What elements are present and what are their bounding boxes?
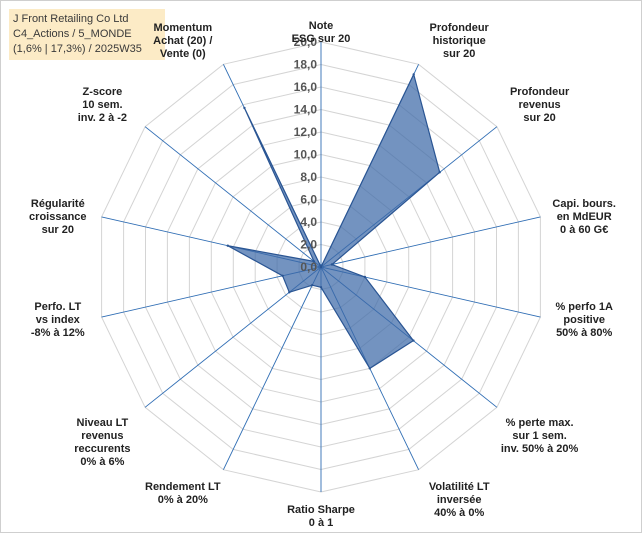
title-category: C4_Actions / 5_MONDE	[13, 28, 132, 40]
axis-label-line: Profondeur	[510, 86, 570, 98]
axis-label-line: vs index	[36, 314, 81, 326]
axis-spoke	[222, 266, 322, 470]
axis-label-line: sur 20	[523, 112, 555, 124]
axis-label-line: Momentum	[153, 22, 212, 34]
tick-label: 12,0	[294, 125, 318, 139]
axis-label-line: 0 à 60 G€	[560, 224, 608, 236]
axis-label-line: Capi. bours.	[552, 198, 616, 210]
axis-label: Perfo. LT vs index -8% à 12%	[31, 301, 85, 339]
axis-label-line: historique	[433, 35, 486, 47]
tick-label: 20,0	[294, 35, 318, 49]
axis-label-line: positive	[563, 314, 605, 326]
tick-label: 4,0	[300, 215, 317, 229]
axis-label: Z-score 10 sem. inv. 2 à -2	[78, 86, 127, 124]
data-point	[226, 244, 229, 247]
tick-label: 0,0	[300, 260, 317, 274]
axis-label-line: Profondeur	[430, 22, 490, 34]
axis-label-line: Achat (20) /	[153, 35, 212, 47]
data-point	[319, 286, 323, 289]
axis-label-line: 10 sem.	[82, 99, 122, 111]
data-point	[330, 263, 334, 266]
data-point	[412, 339, 415, 342]
axis-label: % perte max. sur 1 sem. inv. 50% à 20%	[501, 417, 579, 455]
axis-label-line: Ratio Sharpe	[287, 504, 355, 516]
axis-label-line: sur 20	[443, 48, 475, 60]
axis-label-line: Niveau LT	[77, 417, 129, 429]
axis-spoke	[320, 216, 541, 268]
tick-label: 8,0	[300, 170, 317, 184]
data-point	[311, 284, 314, 287]
data-point	[363, 275, 367, 279]
axis-label-line: sur 1 sem.	[512, 430, 566, 442]
axis-label: Régularité croissance sur 20	[29, 198, 86, 236]
axis-label-line: sur 20	[42, 224, 74, 236]
data-point	[312, 260, 316, 263]
axis-label-line: 0 à 1	[309, 517, 333, 529]
axis-label-line: inv. 50% à 20%	[501, 443, 579, 455]
axis-label-line: % perte max.	[506, 417, 574, 429]
axis-label-line: Volatilité LT	[429, 481, 490, 493]
axis-label-line: 50% à 80%	[556, 327, 612, 339]
axis-label: Niveau LT revenus reccurents 0% à 6%	[74, 417, 130, 468]
axis-label-line: -8% à 12%	[31, 327, 85, 339]
axis-spoke	[144, 126, 322, 268]
axis-label-line: revenus	[518, 99, 560, 111]
data-point	[288, 291, 291, 294]
axis-label: Ratio Sharpe 0 à 1	[287, 504, 355, 529]
axis-label-line: Rendement LT	[145, 481, 221, 493]
data-point	[412, 73, 415, 76]
axis-label: Profondeur historique sur 20	[430, 22, 490, 60]
axis-label-line: Z-score	[83, 86, 123, 98]
axis-label: Rendement LT 0% à 20%	[145, 481, 221, 506]
series-area	[227, 72, 441, 370]
title-company: J Front Retailing Co Ltd	[13, 13, 129, 25]
tick-label: 16,0	[294, 80, 318, 94]
data-point	[438, 171, 441, 174]
title-box: J Front Retailing Co Ltd C4_Actions / 5_…	[9, 9, 165, 60]
axis-label-line: inv. 2 à -2	[78, 112, 127, 124]
tick-label: 10,0	[294, 148, 318, 162]
axis-label: Profondeur revenus sur 20	[510, 86, 570, 124]
axis-label-line: en MdEUR	[557, 211, 612, 223]
axis-label-line: Vente (0)	[160, 48, 206, 60]
axis-label-line: croissance	[29, 211, 86, 223]
axis-label-line: revenus	[81, 430, 123, 442]
axis-label-line: ESG sur 20	[292, 33, 351, 45]
tick-label: 6,0	[300, 193, 317, 207]
axis-label-line: 40% à 0%	[434, 507, 484, 519]
axis-label-line: 0% à 20%	[158, 494, 208, 506]
axis-label-line: 0% à 6%	[80, 456, 124, 468]
data-point	[243, 106, 246, 110]
axis-label-line: Régularité	[31, 198, 85, 210]
axis-label: Volatilité LT inversée 40% à 0%	[429, 481, 490, 519]
title-stats: (1,6% | 17,3%) / 2025W35	[13, 43, 142, 55]
tick-label: 2,0	[300, 238, 317, 252]
axis-label: % perfo 1A positive 50% à 80%	[555, 301, 613, 339]
axis-label-line: % perfo 1A	[555, 301, 613, 313]
axis-label-line: Perfo. LT	[34, 301, 81, 313]
axis-label-line: Note	[309, 20, 333, 32]
data-point	[319, 265, 323, 269]
axis-label-line: reccurents	[74, 443, 130, 455]
axis-label: Note ESG sur 20	[292, 20, 351, 45]
axis-label: Capi. bours. en MdEUR 0 à 60 G€	[552, 198, 616, 236]
axis-label: Momentum Achat (20) / Vente (0)	[153, 22, 212, 60]
tick-label: 18,0	[294, 58, 318, 72]
data-point	[281, 274, 284, 277]
axis-label-line: inversée	[437, 494, 482, 506]
tick-label: 14,0	[294, 103, 318, 117]
data-point	[368, 367, 371, 370]
